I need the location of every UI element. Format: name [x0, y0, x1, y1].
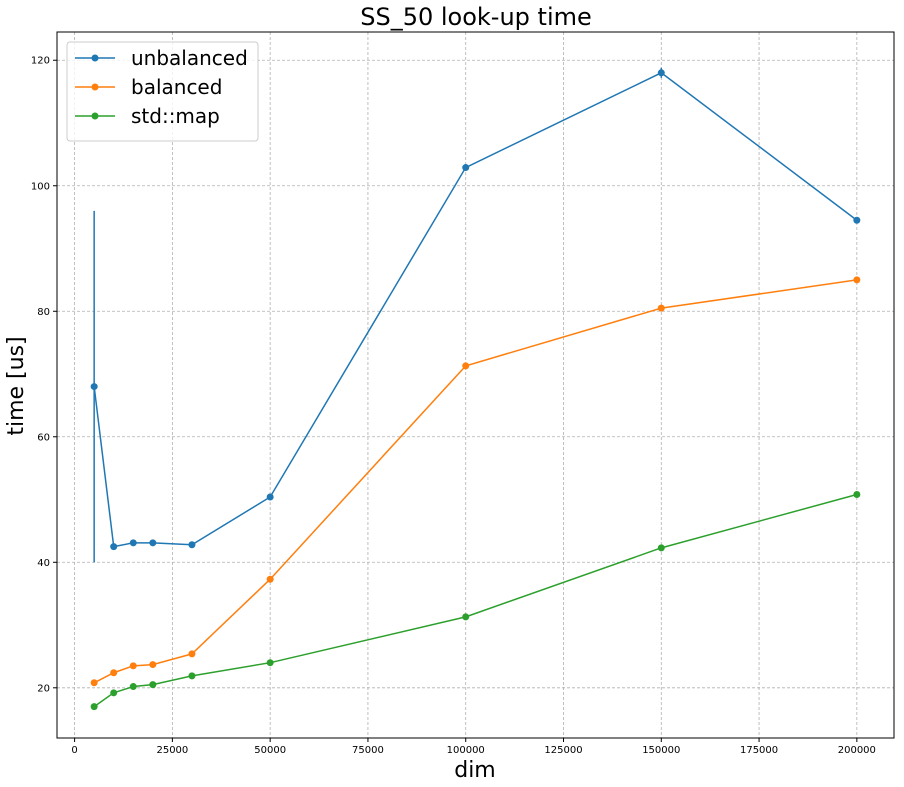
data-point — [266, 659, 274, 667]
data-point — [657, 304, 665, 312]
ticks: 0 25000 50000 75000 100000 125000 150000 175000… — [31, 56, 876, 756]
data-point — [188, 541, 196, 549]
x-tick-label: 25000 — [156, 745, 188, 756]
data-point — [853, 276, 861, 284]
legend-marker — [91, 112, 99, 120]
x-axis-label: dim — [454, 758, 496, 783]
series-std-map — [90, 491, 861, 711]
legend-marker — [91, 83, 99, 91]
data-point — [90, 703, 98, 711]
data-point — [657, 544, 665, 552]
y-axis-label: time [us] — [4, 336, 29, 435]
y-tick-label: 100 — [31, 181, 50, 192]
chart-title: SS_50 look-up time — [360, 3, 592, 31]
x-tick-label: 150000 — [642, 745, 680, 756]
data-point — [657, 69, 665, 77]
data-point — [462, 164, 470, 172]
data-point — [853, 491, 861, 499]
y-tick-label: 60 — [37, 432, 50, 443]
data-point — [266, 493, 274, 501]
data-point — [149, 539, 157, 547]
data-point — [853, 216, 861, 224]
legend-label: std::map — [131, 104, 220, 128]
data-point — [129, 683, 137, 691]
data-point — [90, 679, 98, 687]
y-tick-label: 40 — [37, 558, 50, 569]
data-point — [110, 543, 118, 551]
data-point — [149, 661, 157, 669]
legend-marker — [91, 54, 99, 62]
grid — [57, 32, 894, 738]
data-point — [188, 650, 196, 658]
x-tick-label: 125000 — [544, 745, 582, 756]
data-point — [90, 383, 98, 391]
legend-label: balanced — [131, 75, 222, 99]
data-point — [129, 539, 137, 547]
data-point — [110, 669, 118, 677]
data-point — [188, 672, 196, 680]
x-tick-label: 75000 — [352, 745, 384, 756]
y-tick-label: 80 — [37, 307, 50, 318]
data-point — [129, 662, 137, 670]
x-tick-label: 175000 — [740, 745, 778, 756]
series-layer — [90, 67, 861, 711]
x-tick-label: 100000 — [447, 745, 485, 756]
plot-area-frame — [56, 31, 895, 739]
data-point — [266, 575, 274, 583]
x-tick-label: 50000 — [254, 745, 286, 756]
series-unbalanced — [90, 67, 861, 563]
x-tick-label: 0 — [71, 745, 77, 756]
data-point — [149, 681, 157, 689]
legend-label: unbalanced — [131, 46, 248, 70]
data-point — [110, 689, 118, 697]
y-tick-label: 120 — [31, 56, 50, 67]
data-point — [462, 362, 470, 370]
series-balanced — [90, 276, 861, 687]
x-tick-label: 200000 — [838, 745, 876, 756]
data-point — [462, 613, 470, 621]
y-tick-label: 20 — [37, 683, 50, 694]
